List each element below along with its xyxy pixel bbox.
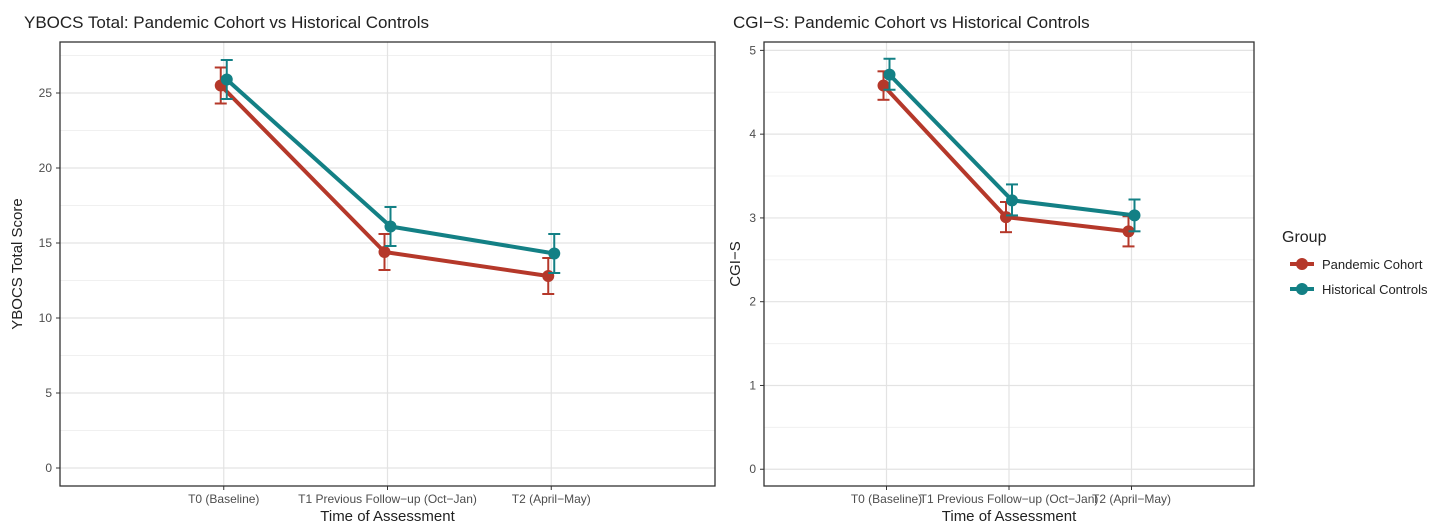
panel-border: [763, 41, 1255, 487]
y-axis-label: CGI−S: [727, 241, 744, 286]
y-tick-label: 0: [749, 462, 756, 476]
chart-title: YBOCS Total: Pandemic Cohort vs Historic…: [24, 13, 429, 32]
legend-title: Group: [1282, 229, 1327, 246]
data-point: [542, 270, 555, 282]
chart-panel-1: 0 5 10 15 20 25 T0 (Baseline) T1 Previous Follo…: [9, 13, 716, 525]
panel-border: [59, 41, 716, 487]
data-point: [384, 220, 397, 233]
y-tick-label: 3: [749, 211, 756, 225]
series-pandemic-cohort: [214, 66, 555, 295]
y-tick-label: 5: [749, 43, 756, 57]
legend-label: Pandemic Cohort: [1322, 257, 1423, 272]
data-point: [1006, 194, 1018, 207]
y-tick-label: 2: [749, 295, 756, 309]
x-axis-label: Time of Assessment: [942, 508, 1077, 525]
series-historical-controls: [220, 59, 561, 274]
x-tick-label: T0 (Baseline): [851, 492, 922, 506]
y-axis-label: YBOCS Total Score: [9, 198, 26, 329]
legend-item: Pandemic Cohort: [1290, 257, 1423, 272]
x-tick-label: T2 (April−May): [512, 492, 591, 506]
chart-title: CGI−S: Pandemic Cohort vs Historical Con…: [733, 13, 1090, 32]
data-point: [883, 68, 896, 81]
data-point: [548, 247, 561, 260]
x-tick-label: T2 (April−May): [1092, 492, 1171, 506]
x-tick-label: T1 Previous Follow−up (Oct−Jan): [298, 492, 477, 506]
legend-key-point: [1296, 283, 1308, 295]
y-tick-label: 25: [39, 86, 53, 100]
chart-panel-2: 0 1 2 3 4 5 T0 (Baseline)T1 Previous Follow−up…: [727, 13, 1255, 525]
y-tick-label: 10: [39, 311, 53, 325]
data-point: [220, 73, 233, 86]
legend-label: Historical Controls: [1322, 282, 1428, 297]
data-point: [877, 79, 890, 92]
data-point: [378, 246, 391, 258]
y-tick-label: 5: [45, 386, 52, 400]
series-pandemic-cohort: [877, 70, 1135, 248]
y-tick-label: 20: [39, 161, 53, 175]
y-tick-label: 15: [39, 236, 53, 250]
data-point: [1000, 211, 1012, 224]
y-tick-label: 0: [45, 461, 52, 475]
data-point: [1128, 209, 1141, 222]
y-tick-label: 4: [749, 127, 756, 141]
series-historical-controls: [883, 57, 1141, 233]
x-tick-label: T1 Previous Follow−up (Oct−Jan): [920, 492, 1099, 506]
legend: Group Pandemic Cohort Historical Controls: [1282, 229, 1428, 297]
y-tick-label: 1: [749, 378, 756, 392]
legend-key-point: [1296, 258, 1308, 270]
x-tick-label: T0 (Baseline): [188, 492, 259, 506]
x-axis-label: Time of Assessment: [320, 508, 455, 525]
legend-item: Historical Controls: [1290, 282, 1428, 297]
